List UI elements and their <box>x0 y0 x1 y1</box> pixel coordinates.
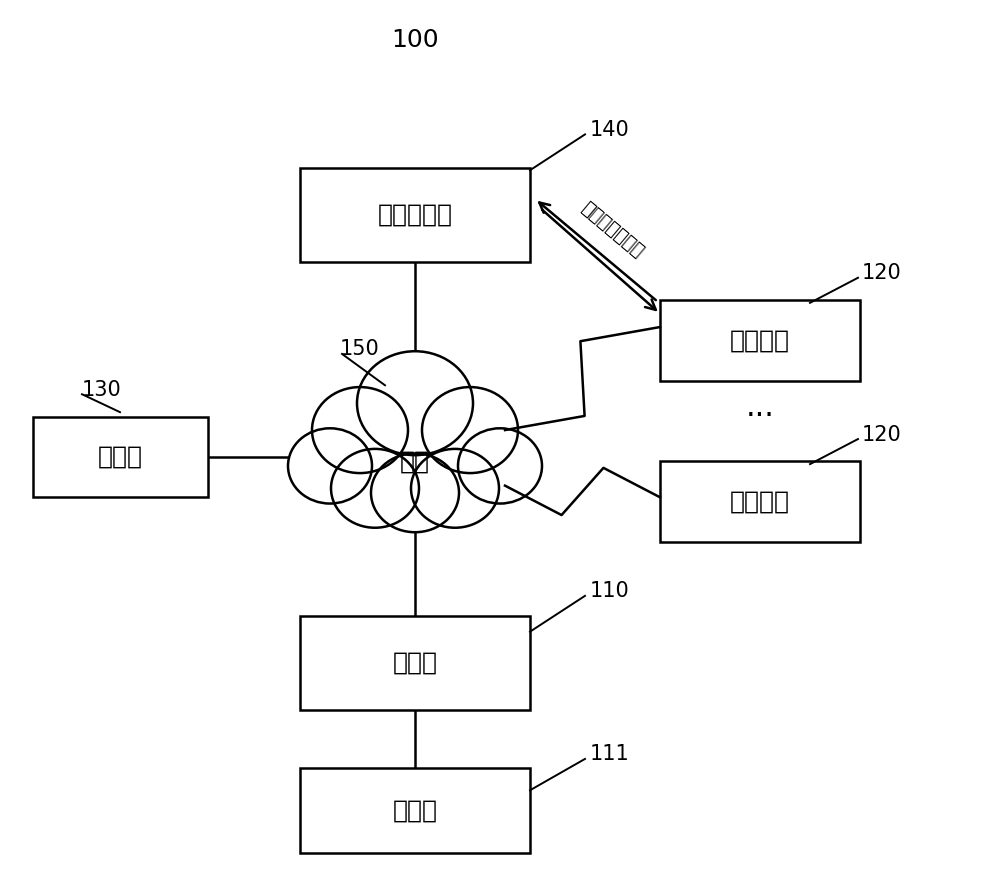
Text: 移动终端: 移动终端 <box>730 329 790 352</box>
Bar <box>300 168 530 262</box>
Text: 130: 130 <box>82 380 122 400</box>
Text: 140: 140 <box>590 120 630 140</box>
Bar <box>660 461 860 542</box>
Circle shape <box>411 449 499 528</box>
Text: 计算机: 计算机 <box>98 445 143 469</box>
Text: 扫描动态二维码: 扫描动态二维码 <box>577 199 647 262</box>
Text: 数据库: 数据库 <box>392 799 438 823</box>
Text: 移动终端: 移动终端 <box>730 490 790 513</box>
Circle shape <box>288 428 372 504</box>
Circle shape <box>371 453 459 532</box>
Bar <box>660 300 860 381</box>
Bar <box>32 417 208 497</box>
Circle shape <box>357 351 473 455</box>
Circle shape <box>331 449 419 528</box>
Circle shape <box>312 387 408 473</box>
Bar <box>300 768 530 853</box>
Text: 100: 100 <box>391 29 439 52</box>
Circle shape <box>422 387 518 473</box>
Text: 120: 120 <box>862 263 902 283</box>
Bar <box>300 616 530 710</box>
Text: 120: 120 <box>862 425 902 444</box>
Text: 网络: 网络 <box>400 450 430 473</box>
Text: 111: 111 <box>590 745 630 764</box>
Text: 主显示模块: 主显示模块 <box>378 203 452 227</box>
Text: 服务器: 服务器 <box>392 651 438 675</box>
Text: 110: 110 <box>590 582 630 601</box>
Text: 150: 150 <box>340 340 380 359</box>
Circle shape <box>458 428 542 504</box>
Text: ···: ··· <box>746 402 774 431</box>
